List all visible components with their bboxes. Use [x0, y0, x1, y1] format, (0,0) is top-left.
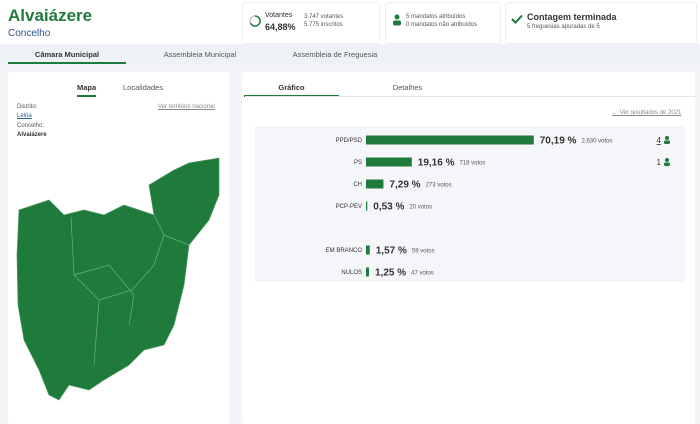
person-icon [664, 162, 670, 166]
category-label: EM BRANCO [326, 248, 363, 254]
mandatos-nao: 0 mandatos não atribuídos [406, 22, 478, 28]
bar [366, 201, 368, 211]
votantes: 3.747 votantes [304, 14, 344, 20]
concelho: Alvaiázere [17, 132, 47, 138]
concelho-label: Concelho: [17, 123, 45, 129]
value-label: 70,19 % [540, 136, 577, 147]
link-text[interactable]: Ver resultados de 2021 [619, 110, 682, 116]
title: Alvaiázere [8, 6, 93, 25]
votes-label: 718 votos [459, 161, 485, 167]
progress-icon [249, 15, 261, 27]
mandates-label: 4 [657, 136, 662, 145]
value-label: 19,16 % [418, 158, 455, 169]
chart-bg [255, 126, 685, 282]
category-label: PCP-PEV [336, 204, 362, 210]
bar [366, 179, 384, 189]
person-icon [393, 14, 401, 26]
category-label: PS [354, 160, 362, 166]
link[interactable]: ← Ver resultados de 2021 [612, 110, 682, 116]
value-label: 1,25 % [375, 268, 406, 279]
mandates-label: 1 [657, 158, 662, 167]
bar [366, 267, 369, 277]
votes-label: 20 votos [409, 205, 432, 211]
value-label: 0,53 % [373, 202, 404, 213]
votantes-pct: 64,88% [265, 22, 296, 32]
chart: PPD/PSD 70,19 % 2.630 votos 4 PS 19,16 % 718 v… [255, 126, 685, 282]
map [16, 157, 220, 401]
inscritos: 5.775 inscritos [304, 22, 343, 28]
person-icon [665, 136, 669, 140]
bar [366, 135, 534, 145]
map-tab[interactable]: Localidades [123, 83, 164, 92]
map-tab[interactable]: Mapa [77, 83, 97, 97]
person-icon [665, 158, 669, 162]
value-label: 1,57 % [376, 246, 407, 257]
divider [245, 96, 695, 97]
freguesias: 5 freguesias apuradas de 5 [527, 24, 600, 30]
votes-label: 2.630 votos [581, 139, 612, 145]
tab[interactable]: Câmara Municipal [8, 50, 126, 64]
value-label: 7,29 % [389, 180, 420, 191]
mandatos-atribuidos: 5 mandatos atribuídos [406, 14, 466, 20]
votes-label: 59 votos [412, 249, 435, 255]
link[interactable]: Ver território nacional [158, 104, 215, 110]
stat-card [242, 2, 380, 44]
votes-label: 273 votos [426, 183, 452, 189]
subtitle: Concelho [8, 28, 51, 39]
contagem: Contagem terminada [527, 12, 617, 22]
category-label: CH [353, 182, 362, 188]
bar [366, 245, 370, 255]
results-tab[interactable]: Gráfico [244, 83, 339, 97]
tab[interactable]: Assembleia Municipal [163, 50, 237, 59]
category-label: PPD/PSD [336, 138, 363, 144]
distrito-label: Distrito: [17, 104, 38, 110]
person-icon [664, 140, 670, 144]
votantes-label: Votantes [265, 12, 293, 19]
distrito[interactable]: Leiria [17, 113, 32, 119]
tab[interactable]: Assembleia de Freguesia [292, 50, 378, 59]
stat-card [385, 2, 501, 44]
category-label: NULOS [341, 270, 362, 276]
results-tab[interactable]: Detalhes [392, 83, 423, 92]
votes-label: 47 votos [411, 271, 434, 277]
stat-card [505, 2, 697, 44]
bar [366, 157, 412, 167]
check-icon [511, 14, 523, 24]
tab-bar [0, 44, 700, 64]
